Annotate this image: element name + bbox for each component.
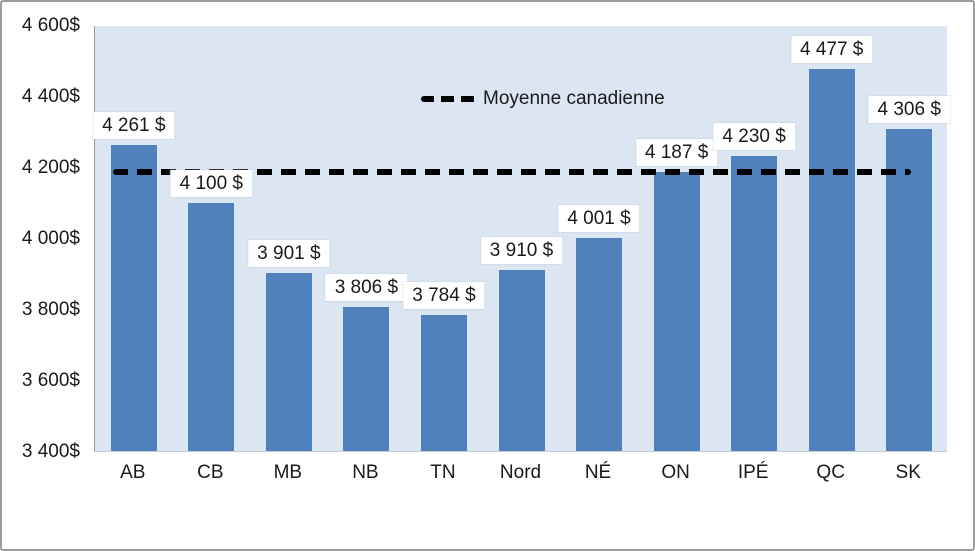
legend-label: Moyenne canadienne	[483, 88, 665, 109]
x-axis-label-QC: QC	[816, 462, 845, 483]
bar-value-label: 4 230 $	[713, 123, 795, 151]
bar-value-label: 3 910 $	[480, 236, 563, 264]
x-axis-label-MB: MB	[273, 462, 303, 483]
bar-ON	[653, 171, 700, 451]
x-axis-label-TN: TN	[430, 462, 456, 483]
y-axis-tick-label: 4 000$	[21, 228, 80, 249]
reference-line-moyenne-canadienne	[113, 168, 911, 175]
y-axis-tick-label: 3 400$	[21, 441, 80, 462]
x-axis-label-CB: CB	[197, 462, 224, 483]
bar-value-label: 4 001 $	[558, 204, 640, 232]
y-axis-tick-label: 3 600$	[21, 370, 80, 391]
y-axis-tick-label: 3 800$	[21, 299, 80, 320]
x-axis-label-ON: ON	[661, 462, 690, 483]
bar-value-label: 4 187 $	[635, 138, 718, 166]
bar-value-label: 3 901 $	[248, 240, 330, 268]
x-axis-label-NB: NB	[352, 462, 379, 483]
bar-value-label: 3 784 $	[403, 281, 485, 309]
y-axis-tick-label: 4 600$	[21, 15, 80, 36]
bar-MB	[265, 273, 312, 451]
bar-SK	[886, 129, 933, 451]
bar-AB	[110, 145, 157, 451]
x-axis-label-Nord: Nord	[499, 462, 542, 483]
dashed-line-icon	[421, 96, 479, 102]
y-axis-tick-label: 4 400$	[21, 86, 80, 107]
bar-value-label: 4 306 $	[868, 96, 950, 124]
legend: Moyenne canadienne	[421, 88, 665, 110]
bar-Nord	[498, 269, 545, 451]
bar-value-label: 4 100 $	[170, 169, 253, 197]
bar-QC	[808, 68, 855, 451]
bar-NB	[343, 306, 390, 451]
bar-value-label: 3 806 $	[325, 273, 408, 301]
x-axis-label-NÉ: NÉ	[584, 462, 612, 483]
x-axis-label-SK: SK	[895, 462, 921, 483]
bar-IPÉ	[731, 156, 778, 451]
bar-NÉ	[576, 237, 623, 451]
bar-TN	[420, 314, 467, 451]
y-axis-tick-label: 4 200$	[21, 157, 80, 178]
bar-CB	[188, 202, 235, 451]
x-axis-label-IPÉ: IPÉ	[737, 462, 769, 483]
x-axis-label-AB: AB	[120, 462, 146, 483]
bar-value-label: 4 477 $	[790, 35, 873, 63]
bar-value-label: 4 261 $	[93, 112, 175, 140]
plot-area: Moyenne canadienne 4 261 $ 4 100 $ 3 901 $…	[93, 26, 950, 452]
